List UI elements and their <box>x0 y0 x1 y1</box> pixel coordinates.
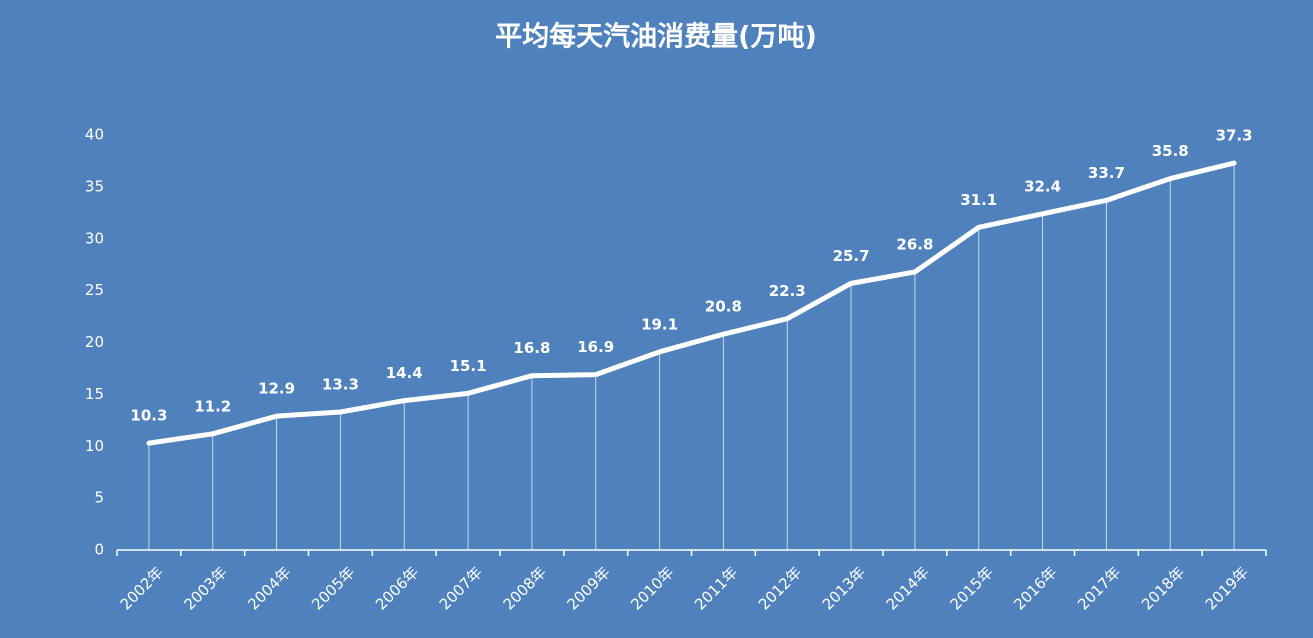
data-label: 19.1 <box>641 315 678 333</box>
y-tick-label: 25 <box>85 281 104 299</box>
data-label: 14.4 <box>386 364 423 382</box>
y-tick-label: 30 <box>85 229 104 247</box>
y-tick-label: 40 <box>85 126 104 144</box>
data-label: 26.8 <box>896 235 933 253</box>
data-label: 37.3 <box>1216 127 1253 145</box>
data-label: 16.8 <box>513 339 550 357</box>
chart-title: 平均每天汽油消费量(万吨) <box>495 21 817 53</box>
y-tick-label: 0 <box>94 541 104 559</box>
data-label: 20.8 <box>705 298 742 316</box>
y-tick-label: 35 <box>85 177 104 195</box>
data-label: 16.9 <box>577 338 614 356</box>
y-tick-label: 5 <box>94 489 104 507</box>
data-label: 32.4 <box>1024 177 1061 195</box>
data-label: 11.2 <box>194 397 231 415</box>
data-label: 10.3 <box>130 407 167 425</box>
y-tick-label: 15 <box>85 385 104 403</box>
data-label: 31.1 <box>960 191 997 209</box>
data-label: 35.8 <box>1152 142 1189 160</box>
data-label: 22.3 <box>769 282 806 300</box>
y-tick-label: 20 <box>85 333 104 351</box>
data-label: 12.9 <box>258 380 295 398</box>
data-label: 25.7 <box>833 247 870 265</box>
line <box>146 160 1237 446</box>
y-tick-label: 10 <box>85 437 104 455</box>
data-label: 33.7 <box>1088 164 1125 182</box>
data-label: 15.1 <box>450 357 487 375</box>
data-label: 13.3 <box>322 376 359 394</box>
